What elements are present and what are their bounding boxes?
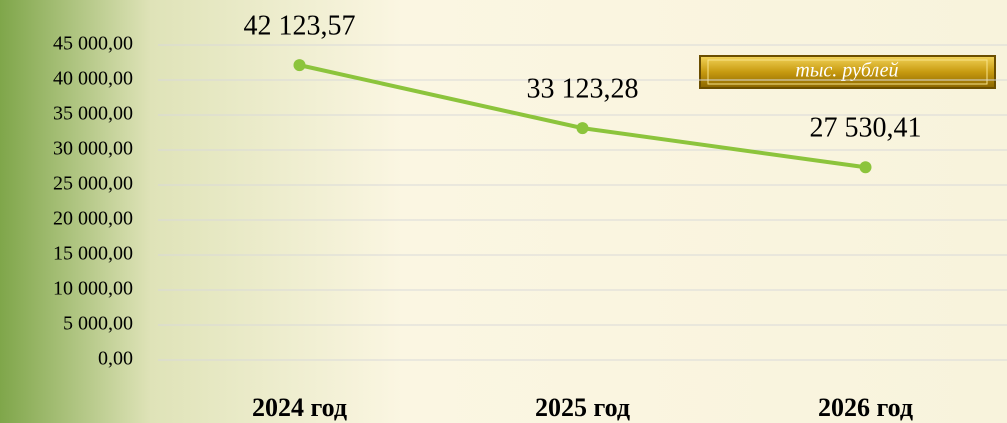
x-tick-label: 2026 год bbox=[818, 393, 913, 422]
y-tick-label: 5 000,00 bbox=[63, 313, 133, 335]
y-tick-label: 0,00 bbox=[98, 348, 133, 370]
y-tick-label: 45 000,00 bbox=[53, 33, 133, 55]
x-tick-label: 2024 год bbox=[252, 393, 347, 422]
point bbox=[294, 59, 306, 71]
y-tick-label: 30 000,00 bbox=[53, 138, 133, 160]
value-label: 27 530,41 bbox=[810, 113, 922, 144]
y-tick-label: 20 000,00 bbox=[53, 208, 133, 230]
y-tick-label: 35 000,00 bbox=[53, 103, 133, 125]
chart: тыс. рублей 0,00 5 000,00 10 000,00 15 000,… bbox=[0, 0, 1007, 423]
y-tick-label: 40 000,00 bbox=[53, 68, 133, 90]
value-label: 33 123,28 bbox=[527, 74, 639, 105]
page: тыс. рублей 0,00 5 000,00 10 000,00 15 000,… bbox=[0, 0, 1007, 423]
y-tick-label: 25 000,00 bbox=[53, 173, 133, 195]
unit-label: тыс. рублей bbox=[795, 60, 898, 82]
x-tick-label: 2025 год bbox=[535, 393, 630, 422]
point bbox=[860, 161, 872, 173]
y-tick-label: 15 000,00 bbox=[53, 243, 133, 265]
value-label: 42 123,57 bbox=[244, 11, 356, 42]
y-tick-label: 10 000,00 bbox=[53, 278, 133, 300]
point bbox=[577, 122, 589, 134]
